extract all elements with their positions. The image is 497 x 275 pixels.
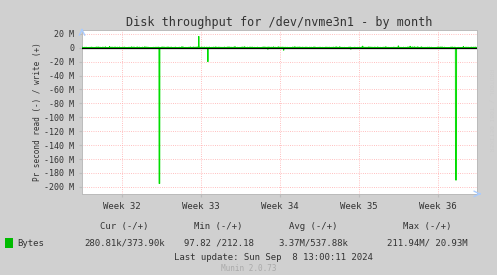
Title: Disk throughput for /dev/nvme3n1 - by month: Disk throughput for /dev/nvme3n1 - by mo… — [126, 16, 433, 29]
Text: Last update: Sun Sep  8 13:00:11 2024: Last update: Sun Sep 8 13:00:11 2024 — [174, 254, 373, 262]
Text: 280.81k/373.90k: 280.81k/373.90k — [84, 239, 165, 248]
Text: RRDTOOL / TOBI OETIKER: RRDTOOL / TOBI OETIKER — [489, 69, 494, 151]
Text: Max (-/+): Max (-/+) — [403, 222, 452, 231]
Text: 97.82 /212.18: 97.82 /212.18 — [184, 239, 253, 248]
Text: 211.94M/ 20.93M: 211.94M/ 20.93M — [387, 239, 468, 248]
Text: Bytes: Bytes — [17, 239, 44, 248]
Text: Min (-/+): Min (-/+) — [194, 222, 243, 231]
Text: Cur (-/+): Cur (-/+) — [100, 222, 149, 231]
Y-axis label: Pr second read (-) / write (+): Pr second read (-) / write (+) — [33, 43, 42, 182]
Text: Munin 2.0.73: Munin 2.0.73 — [221, 265, 276, 273]
Text: 3.37M/537.88k: 3.37M/537.88k — [278, 239, 348, 248]
Text: Avg (-/+): Avg (-/+) — [289, 222, 337, 231]
